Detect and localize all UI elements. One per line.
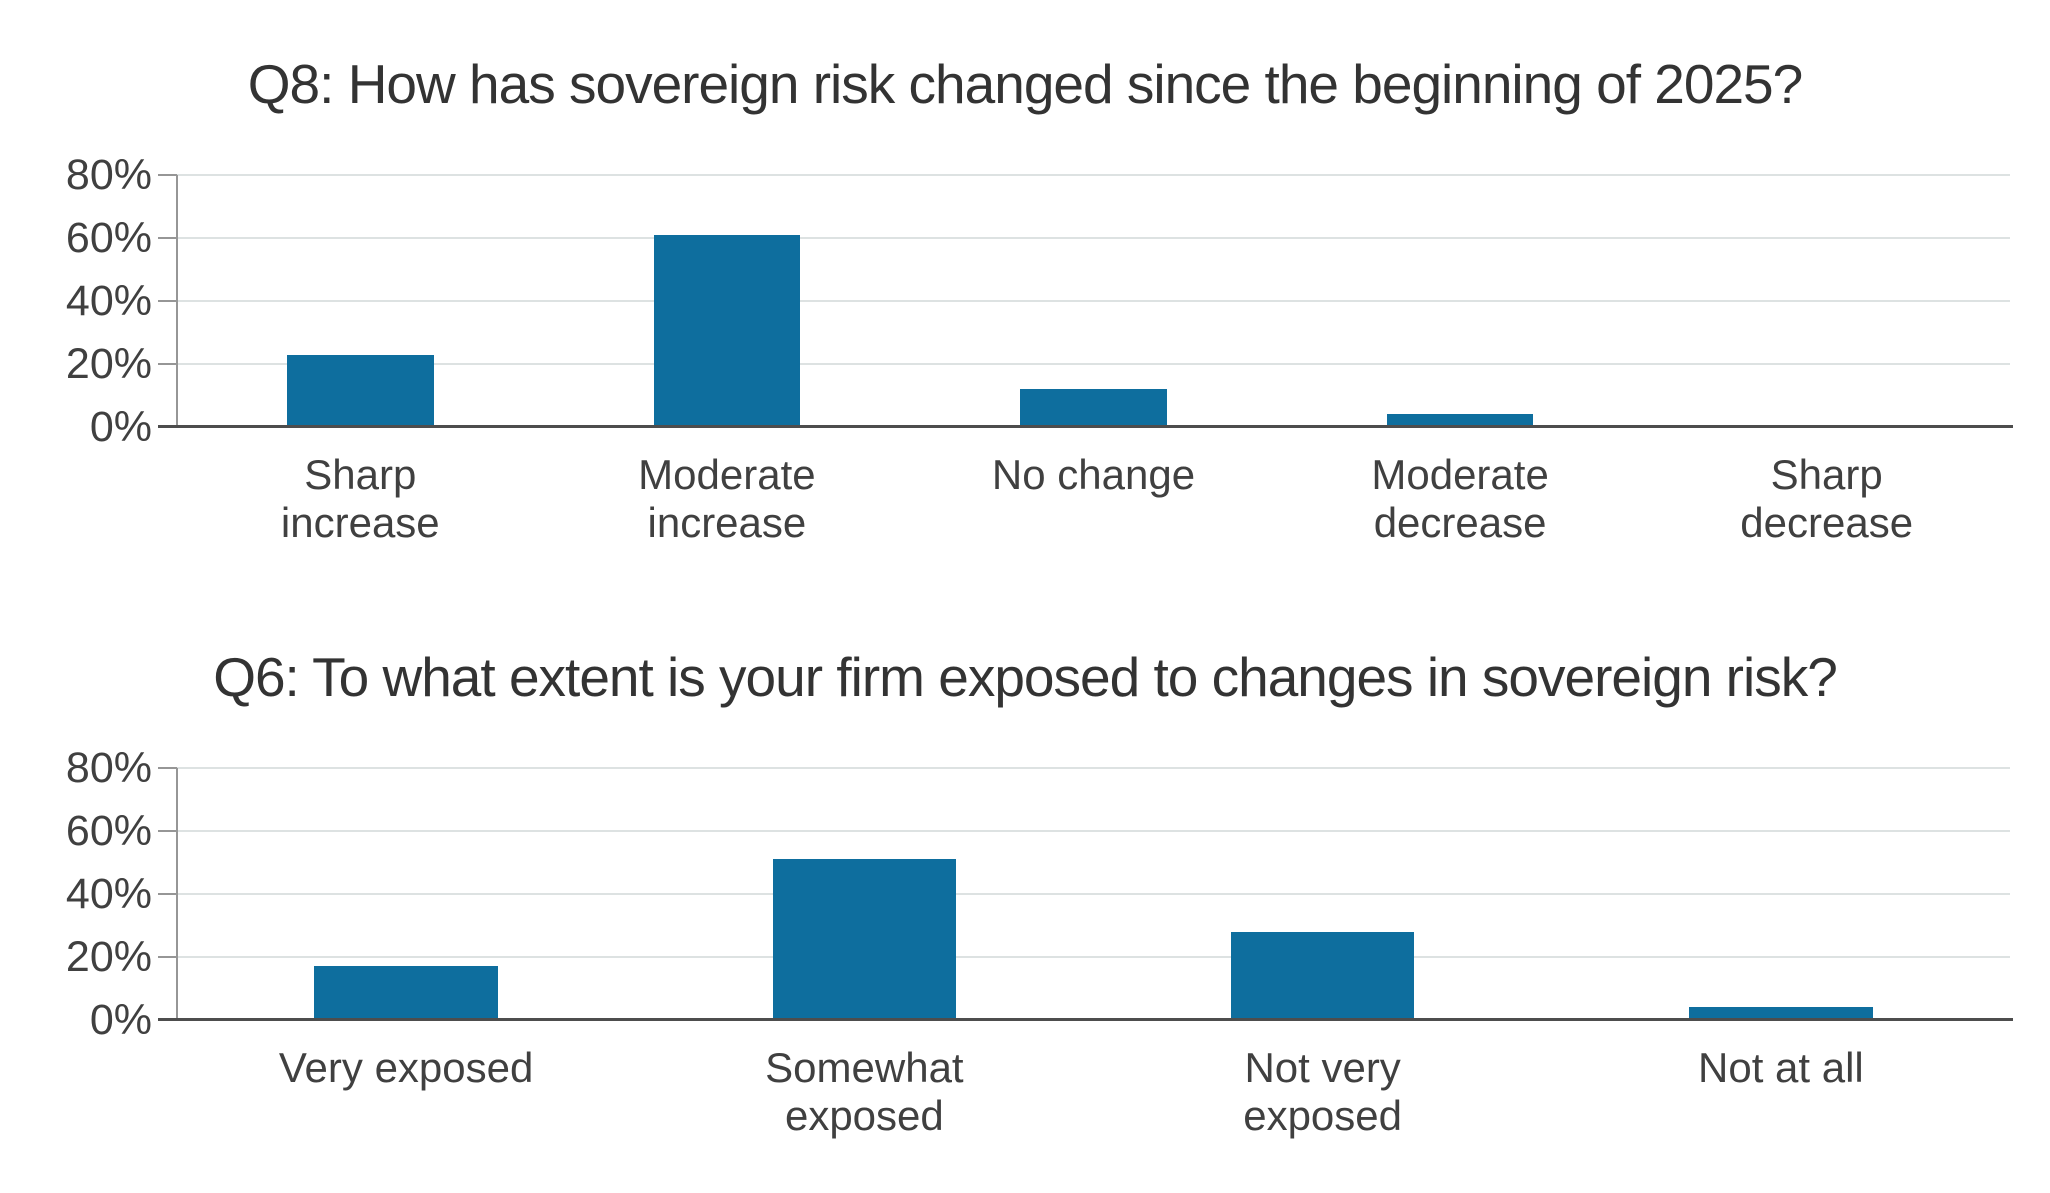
y-axis-tick <box>158 174 177 176</box>
x-axis-line <box>158 425 2013 428</box>
y-axis-tick-label: 20% <box>65 340 152 388</box>
x-axis-category-label: Sharp increase <box>280 451 440 546</box>
gridline <box>177 237 2010 239</box>
x-axis-category-label: Moderate increase <box>638 451 816 546</box>
bar-sharp-increase <box>286 354 434 427</box>
plot-area: 80% 60% 40% 20% 0% Sharp increase Moderate inc… <box>66 151 2013 546</box>
y-axis-tick-label: 60% <box>65 807 152 855</box>
gridline <box>177 300 2010 302</box>
y-axis-tick-label: 20% <box>65 933 152 981</box>
chart-title: Q8: How has sovereign risk changed since… <box>247 53 1803 115</box>
gridline <box>177 893 2010 895</box>
y-axis-tick <box>158 830 177 832</box>
bar-not-very-exposed <box>1230 931 1415 1020</box>
y-axis-tick <box>158 363 177 365</box>
x-axis-category-label: Very exposed <box>278 1044 534 1091</box>
gridline <box>177 830 2010 832</box>
x-axis-category-label: No change <box>991 451 1196 498</box>
chart-q8-sovereign-risk-change: Q8: How has sovereign risk changed since… <box>0 0 2050 593</box>
y-axis-tick-label: 40% <box>65 277 152 325</box>
bar-no-change <box>1020 389 1167 427</box>
bar-somewhat-exposed <box>772 859 957 1020</box>
y-axis-tick-label: 40% <box>65 870 152 918</box>
gridline <box>177 174 2010 176</box>
y-axis-tick <box>158 893 177 895</box>
y-axis-tick-label: 80% <box>65 744 152 792</box>
y-axis-line <box>176 768 178 1020</box>
y-axis-tick-label: 60% <box>65 214 152 262</box>
x-axis-category-label: Sharp decrease <box>1740 451 1914 546</box>
bar-moderate-decrease <box>1386 414 1534 427</box>
y-axis-line <box>176 175 178 427</box>
bar-not-at-all <box>1689 1007 1873 1020</box>
y-axis-tick-label: 0% <box>89 403 152 451</box>
x-axis-line <box>158 1018 2013 1021</box>
y-axis-tick-label: 80% <box>65 151 152 199</box>
y-axis-tick <box>158 767 177 769</box>
x-axis-category-label: Somewhat exposed <box>765 1044 964 1139</box>
gridline <box>177 767 2010 769</box>
y-axis-tick <box>158 300 177 302</box>
gridline <box>177 363 2010 365</box>
y-axis-tick <box>158 237 177 239</box>
gridline <box>177 956 2010 958</box>
bar-very-exposed <box>314 966 498 1020</box>
x-axis-category-label: Not very exposed <box>1243 1044 1403 1139</box>
y-axis-tick-label: 0% <box>89 996 152 1044</box>
x-axis-category-label: Moderate decrease <box>1371 451 1549 546</box>
y-axis-tick <box>158 956 177 958</box>
bar-moderate-increase <box>653 234 801 427</box>
plot-area: 80% 60% 40% 20% 0% Very exposed Somewhat expos… <box>66 744 2013 1139</box>
x-axis-category-label: Not at all <box>1698 1044 1864 1091</box>
chart-title: Q6: To what extent is your firm exposed … <box>213 646 1838 708</box>
chart-q6-sovereign-risk-exposure: Q6: To what extent is your firm exposed … <box>0 593 2050 1186</box>
